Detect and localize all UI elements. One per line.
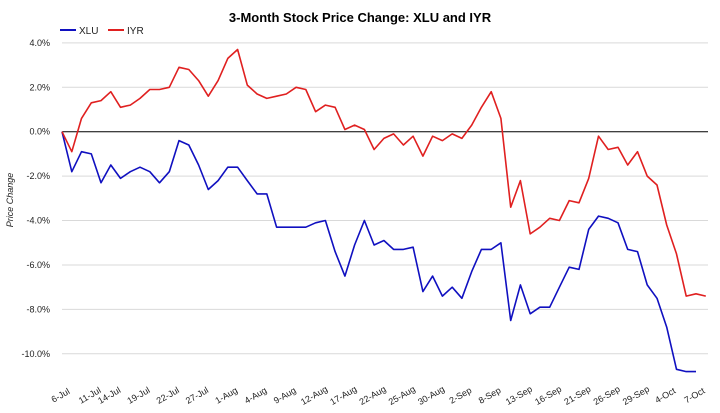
- x-tick-label: 9-Aug: [272, 385, 298, 406]
- x-tick-label: 14-Jul: [96, 385, 122, 406]
- x-tick-label: 1-Aug: [213, 385, 239, 406]
- y-axis-label: Price Change: [5, 173, 15, 228]
- x-tick-label: 7-Oct: [682, 385, 706, 405]
- x-tick-label: 12-Aug: [299, 384, 329, 407]
- y-tick-label: -10.0%: [21, 349, 50, 359]
- x-tick-label: 30-Aug: [416, 384, 446, 407]
- x-tick-label: 29-Sep: [621, 384, 651, 407]
- y-tick-label: -2.0%: [26, 171, 50, 181]
- series-lines: [61, 48, 706, 373]
- x-tick-label: 17-Aug: [328, 384, 358, 407]
- x-tick-label: 19-Jul: [125, 385, 151, 406]
- y-tick-labels: 4.0% 2.0% 0.0% -2.0% -4.0% -6.0% -8.0% -10.0%: [21, 38, 50, 359]
- x-tick-label: 13-Sep: [504, 384, 534, 407]
- series-line-xlu: [61, 131, 696, 373]
- x-tick-label: 2-Sep: [448, 385, 474, 406]
- legend-label-iyr: IYR: [127, 26, 144, 37]
- x-tick-label: 4-Aug: [243, 385, 269, 406]
- y-tick-label: -8.0%: [26, 304, 50, 314]
- x-tick-label: 4-Oct: [653, 385, 677, 405]
- chart-title: 3-Month Stock Price Change: XLU and IYR: [229, 10, 492, 25]
- y-tick-label: -6.0%: [26, 260, 50, 270]
- x-tick-label: 25-Aug: [387, 384, 417, 407]
- legend-label-xlu: XLU: [79, 26, 98, 37]
- x-tick-label: 22-Aug: [358, 384, 388, 407]
- x-tick-label: 27-Jul: [184, 385, 210, 406]
- y-tick-label: 2.0%: [29, 82, 50, 92]
- legend: XLU IYR: [60, 26, 144, 37]
- x-tick-label: 21-Sep: [562, 384, 592, 407]
- x-tick-label: 8-Sep: [477, 385, 503, 406]
- y-tick-label: 0.0%: [29, 127, 50, 137]
- x-tick-label: 22-Jul: [155, 385, 181, 406]
- x-tick-label: 26-Sep: [592, 384, 622, 407]
- x-tick-label: 6-Jul: [50, 386, 72, 404]
- x-tick-label: 16-Sep: [533, 384, 563, 407]
- y-tick-label: -4.0%: [26, 216, 50, 226]
- series-line-iyr: [61, 48, 706, 297]
- y-tick-label: 4.0%: [29, 38, 50, 48]
